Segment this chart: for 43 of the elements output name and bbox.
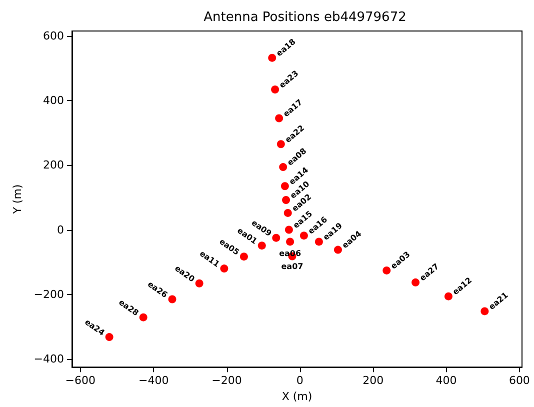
point [105, 333, 114, 342]
x-tick-label: −200 [212, 374, 242, 388]
point [300, 232, 308, 240]
point [272, 234, 280, 242]
point [412, 278, 420, 286]
data-label: ea07 [281, 262, 304, 271]
x-tick-label: 200 [362, 374, 384, 388]
point [275, 114, 284, 122]
point [444, 292, 452, 300]
point [334, 246, 342, 254]
point [195, 279, 204, 288]
y-tick-label: −200 [34, 288, 64, 301]
x-tick-label: 0 [296, 374, 304, 388]
x-tick-label: 400 [436, 374, 457, 388]
x-axis-title: X (m) [282, 390, 312, 403]
point [258, 242, 266, 250]
x-tick-label: −600 [65, 374, 96, 388]
y-tick-label: 600 [43, 29, 64, 42]
x-tick-label: 600 [508, 374, 530, 388]
y-tick-label: −400 [34, 352, 64, 366]
point [240, 252, 248, 261]
point [268, 54, 276, 62]
y-axis-title: Y (m) [10, 184, 24, 215]
point [284, 226, 293, 234]
point [280, 182, 289, 190]
point [286, 238, 294, 246]
point [271, 85, 280, 94]
point [220, 264, 228, 273]
chart-title: Antenna Positions eb44979672 [204, 10, 406, 25]
point [168, 295, 176, 304]
y-tick-label: 200 [43, 158, 64, 172]
point [480, 307, 489, 316]
point [276, 140, 285, 148]
x-tick-label: −400 [138, 374, 169, 388]
point [284, 208, 292, 217]
y-tick-label: 0 [57, 223, 64, 236]
point [139, 313, 148, 322]
data-label: ea06 [279, 249, 302, 258]
y-tick-label: 400 [43, 94, 64, 107]
point [279, 163, 288, 172]
point [314, 238, 323, 246]
point [382, 266, 391, 274]
point [282, 196, 290, 204]
